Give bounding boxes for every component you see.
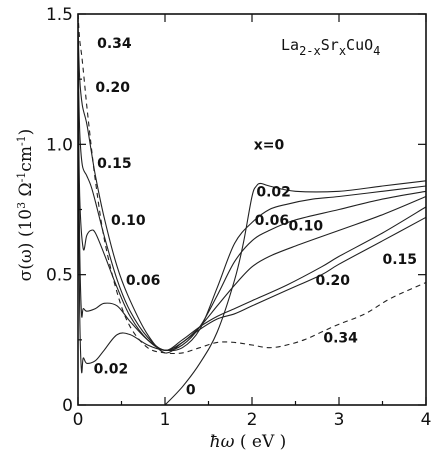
series-line-0-02 [77, 144, 427, 374]
y-axis-label: σ(ω) (103 Ω-1cm-1) [15, 129, 36, 282]
y-tick-label: 1.0 [46, 135, 73, 155]
chart-title: La2-xSrxCuO4 [281, 36, 380, 58]
curve-label: 0.10 [289, 218, 324, 234]
series-line-0-34 [77, 13, 427, 355]
plot-frame [77, 13, 427, 406]
series-line-x-0 [164, 180, 427, 406]
y-tick-label: 0 [62, 396, 73, 416]
curve-label: 0.20 [95, 80, 130, 96]
curve-label: 0.34 [323, 330, 358, 346]
x-tick-label: 4 [421, 410, 432, 430]
curve-label: 0.20 [316, 273, 351, 289]
x-tick-label: 3 [334, 410, 345, 430]
curve-label: 0 [186, 383, 196, 399]
x-tick-label: 1 [160, 410, 171, 430]
curve-label: x=0 [254, 138, 285, 154]
axes [77, 13, 427, 406]
y-tick-label: 1.5 [46, 5, 73, 25]
series-line-0-15 [77, 53, 427, 351]
curve-label: 0.15 [97, 156, 132, 172]
curve-label: 0.15 [383, 252, 418, 268]
x-tick-label: 2 [247, 410, 258, 430]
curve-label: 0.10 [111, 213, 146, 229]
series-line-0-20 [77, 26, 427, 354]
x-tick-label: 0 [73, 410, 84, 430]
curve-label: 0.06 [255, 213, 290, 229]
curve-label: 0.02 [256, 184, 291, 200]
curve-label: 0.34 [97, 36, 132, 52]
curve-label: 0.06 [126, 273, 161, 289]
y-tick-label: 0.5 [46, 266, 73, 286]
plot-area [77, 13, 427, 406]
axis-ticks: 0 1 2 3 400.51.01.5 [46, 5, 431, 430]
curve-label: 0.02 [94, 362, 129, 378]
series-line-0-10 [77, 71, 427, 351]
x-axis-label: ħω ( eV ) [210, 432, 287, 452]
